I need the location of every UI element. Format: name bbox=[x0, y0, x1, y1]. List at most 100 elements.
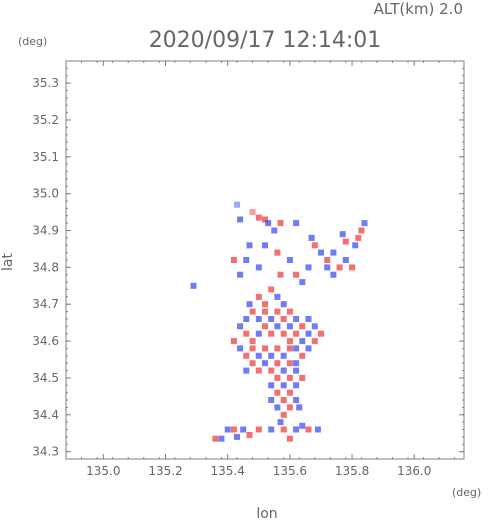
y-tick-label: 34.3 bbox=[32, 445, 59, 459]
data-cell bbox=[286, 257, 293, 263]
y-ticks: 34.3 34.4 34.5 34.6 34.7 34.8 34.9 35.0 35.1 35.2… bbox=[32, 67, 464, 460]
data-cell bbox=[237, 345, 244, 352]
x-tick-label: 136.0 bbox=[397, 464, 431, 478]
data-cell bbox=[286, 338, 293, 345]
data-cell bbox=[249, 308, 256, 315]
data-cell bbox=[296, 404, 303, 411]
data-cell bbox=[293, 382, 300, 389]
data-cell bbox=[224, 426, 231, 433]
data-cell bbox=[352, 242, 359, 249]
data-cell bbox=[339, 231, 346, 238]
data-cell bbox=[361, 220, 368, 227]
data-cell bbox=[293, 397, 300, 403]
data-cell bbox=[249, 209, 256, 216]
data-cell bbox=[299, 338, 306, 345]
data-cell bbox=[293, 367, 300, 374]
data-cell bbox=[243, 367, 250, 374]
data-cell bbox=[280, 367, 287, 374]
data-cell bbox=[249, 338, 256, 345]
y-axis-label: lat bbox=[0, 253, 16, 271]
data-cell bbox=[349, 264, 356, 271]
y-tick-label: 34.9 bbox=[32, 224, 59, 238]
data-cell bbox=[342, 238, 349, 245]
data-cell bbox=[243, 352, 250, 359]
data-cell bbox=[324, 257, 331, 263]
data-cell bbox=[277, 220, 284, 227]
data-cell bbox=[280, 426, 287, 433]
data-cell bbox=[230, 426, 237, 433]
data-cell bbox=[268, 330, 275, 337]
data-cell bbox=[293, 316, 300, 322]
altitude-label: ALT(km) 2.0 bbox=[374, 0, 463, 18]
data-cell bbox=[255, 316, 262, 322]
data-cell bbox=[237, 271, 244, 278]
data-cell bbox=[299, 279, 306, 286]
data-cell bbox=[243, 330, 250, 337]
data-cell bbox=[212, 435, 219, 442]
data-cell bbox=[358, 227, 365, 234]
data-cell bbox=[262, 308, 268, 315]
data-cell bbox=[274, 360, 281, 367]
x-tick-label: 135.2 bbox=[148, 464, 182, 478]
data-cell bbox=[280, 316, 287, 322]
data-cell bbox=[280, 352, 287, 359]
data-cell bbox=[293, 271, 300, 278]
y-tick-label: 34.8 bbox=[32, 260, 59, 274]
data-cell bbox=[274, 345, 281, 352]
data-cell bbox=[280, 382, 287, 389]
x-ticks: 135.0 135.2 135.4 135.6 135.8 136.0 bbox=[65, 61, 456, 478]
data-cell bbox=[234, 201, 240, 208]
chart-title: 2020/09/17 12:14:01 bbox=[149, 28, 382, 53]
data-cell bbox=[234, 433, 240, 440]
x-tick-label: 135.8 bbox=[335, 464, 369, 478]
data-cell bbox=[286, 435, 293, 442]
data-cell bbox=[255, 293, 262, 300]
data-cell bbox=[305, 345, 312, 352]
data-cell bbox=[255, 426, 262, 433]
data-cell bbox=[218, 435, 225, 442]
data-cell bbox=[255, 352, 262, 359]
data-cell bbox=[237, 216, 244, 223]
data-cell bbox=[255, 367, 262, 374]
data-cell bbox=[305, 330, 312, 337]
data-cell bbox=[237, 323, 244, 330]
x-unit-label: (deg) bbox=[452, 486, 481, 499]
data-cell bbox=[190, 282, 197, 289]
data-cell bbox=[268, 316, 275, 322]
data-cell bbox=[314, 426, 321, 433]
x-tick-label: 135.6 bbox=[273, 464, 307, 478]
data-cell bbox=[230, 338, 237, 345]
y-tick-label: 34.7 bbox=[32, 297, 59, 311]
data-cell bbox=[299, 422, 306, 429]
data-cell bbox=[262, 345, 268, 352]
data-cell bbox=[243, 316, 250, 322]
data-cell bbox=[277, 419, 284, 426]
data-cell bbox=[286, 345, 293, 352]
data-cell bbox=[280, 330, 287, 337]
data-cell bbox=[305, 316, 312, 322]
data-cell bbox=[280, 397, 287, 403]
data-cells bbox=[190, 201, 368, 442]
data-cell bbox=[265, 220, 272, 227]
data-cell bbox=[293, 426, 300, 433]
data-cell bbox=[311, 323, 318, 330]
data-cell bbox=[246, 301, 253, 308]
data-cell bbox=[277, 271, 284, 278]
data-cell bbox=[286, 389, 293, 396]
data-cell bbox=[305, 426, 312, 433]
data-cell bbox=[274, 293, 281, 300]
data-cell bbox=[268, 286, 275, 293]
data-cell bbox=[255, 330, 262, 337]
data-cell bbox=[262, 301, 268, 308]
data-cell bbox=[318, 330, 324, 337]
data-cell bbox=[268, 352, 275, 359]
data-cell bbox=[293, 345, 300, 352]
data-cell bbox=[293, 360, 300, 367]
y-tick-label: 35.2 bbox=[32, 113, 59, 127]
data-cell bbox=[318, 249, 324, 256]
data-cell bbox=[246, 242, 253, 249]
data-cell bbox=[268, 426, 275, 433]
data-cell bbox=[299, 374, 306, 381]
data-cell bbox=[311, 242, 318, 249]
